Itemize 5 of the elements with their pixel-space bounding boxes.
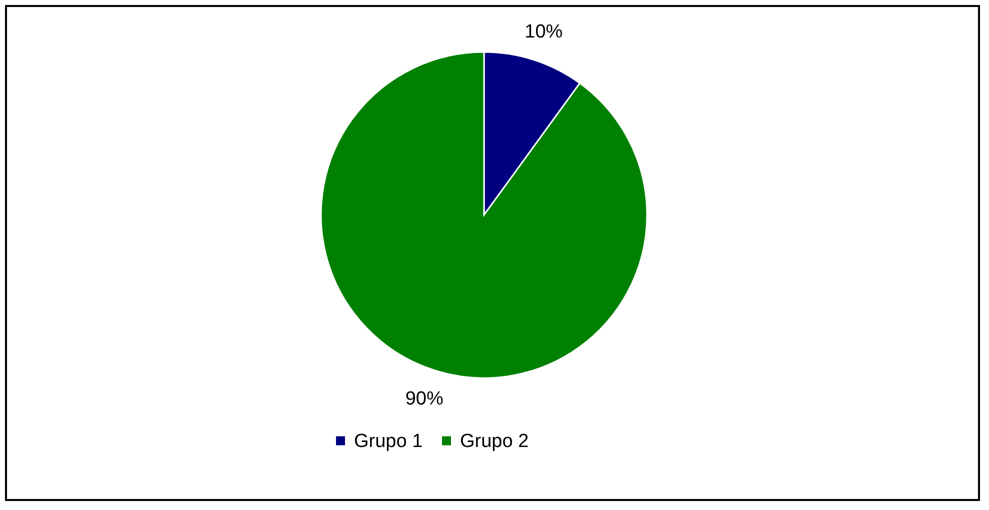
legend-label: Grupo 2 [460, 430, 529, 452]
data-label: 10% [524, 21, 563, 42]
pie-slice [320, 51, 648, 378]
data-label: 90% [405, 388, 444, 410]
legend-label: Grupo 1 [354, 430, 423, 452]
